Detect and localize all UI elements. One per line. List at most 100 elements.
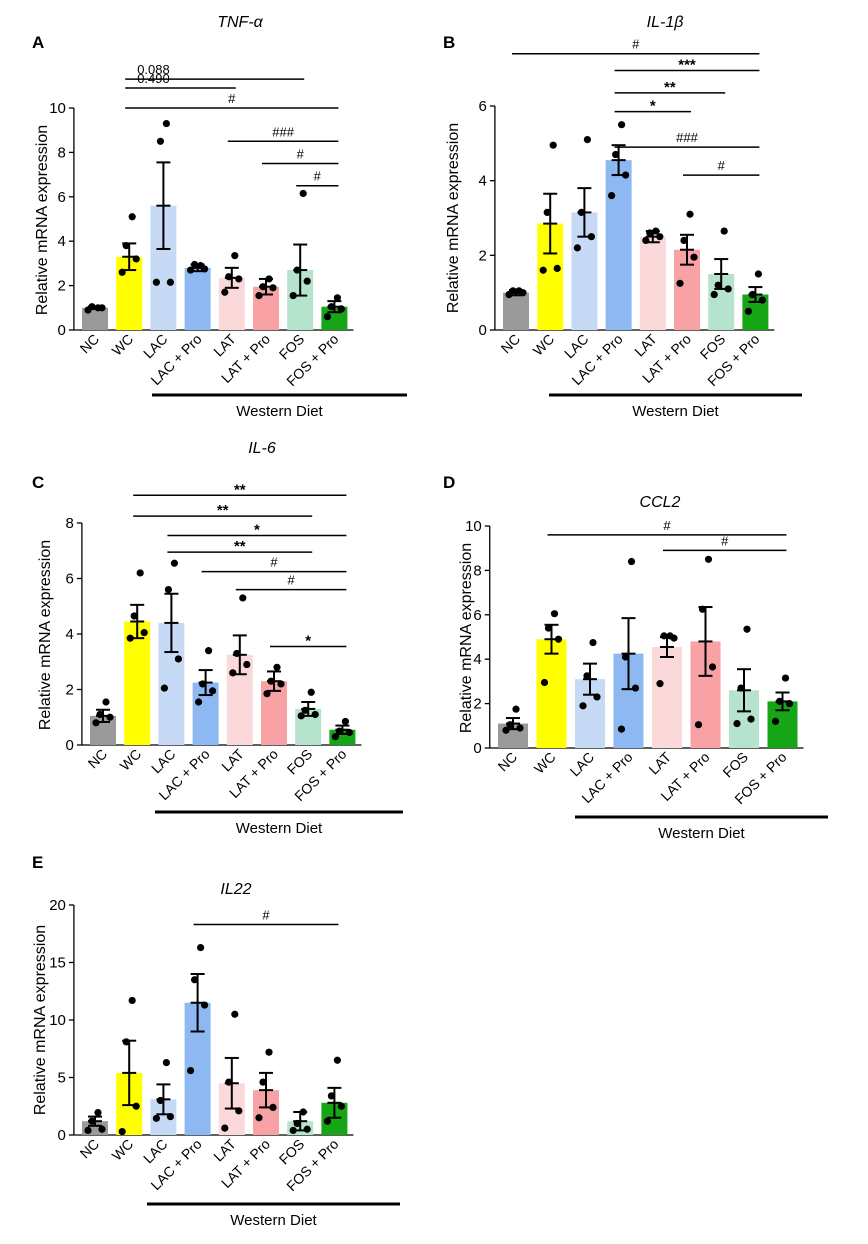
data-point xyxy=(231,1010,239,1018)
data-point xyxy=(754,270,763,278)
data-point xyxy=(94,304,102,312)
significance-label: * xyxy=(254,521,260,538)
data-point xyxy=(593,693,601,701)
data-point xyxy=(327,303,335,311)
data-point xyxy=(583,136,592,144)
y-tick-label: 4 xyxy=(479,173,487,190)
data-point xyxy=(642,236,650,244)
data-point xyxy=(307,688,315,696)
data-point xyxy=(96,710,104,719)
panel-title: IL-1β xyxy=(647,14,684,31)
data-point xyxy=(617,725,626,733)
data-point xyxy=(259,1078,267,1086)
y-tick-label: 8 xyxy=(58,144,66,161)
data-point xyxy=(130,612,138,620)
data-point xyxy=(221,1124,229,1132)
data-point xyxy=(243,660,251,669)
y-tick-label: 6 xyxy=(473,607,481,624)
panel-letter: B xyxy=(443,33,455,52)
data-point xyxy=(554,635,563,643)
data-point xyxy=(92,719,100,727)
data-point xyxy=(608,192,616,200)
data-point xyxy=(201,1001,209,1009)
data-point xyxy=(333,294,341,302)
y-tick-label: 15 xyxy=(49,955,66,972)
data-point xyxy=(255,291,263,300)
panel-letter: A xyxy=(32,33,44,52)
data-point xyxy=(656,233,664,241)
data-point xyxy=(331,733,339,741)
y-tick-label: 2 xyxy=(479,247,487,264)
data-point xyxy=(140,629,148,637)
data-point xyxy=(589,638,597,647)
data-point xyxy=(631,684,640,692)
x-tick-label: NC xyxy=(76,1136,102,1162)
significance-label: ** xyxy=(664,79,676,96)
data-point xyxy=(621,653,630,661)
data-point xyxy=(263,690,271,698)
data-point xyxy=(235,275,243,283)
data-point xyxy=(170,559,178,567)
bar-lac-pro xyxy=(605,160,632,330)
data-point xyxy=(544,624,553,632)
y-tick-label: 6 xyxy=(58,189,66,206)
data-point xyxy=(550,610,559,618)
y-tick-label: 10 xyxy=(49,100,66,117)
data-point xyxy=(299,189,307,198)
data-point xyxy=(509,287,517,295)
data-point xyxy=(323,313,331,321)
data-point xyxy=(512,705,520,713)
data-point xyxy=(231,252,239,260)
data-point xyxy=(164,586,172,594)
data-point xyxy=(747,715,755,723)
data-point xyxy=(166,1113,174,1121)
data-point xyxy=(88,303,96,311)
y-tick-label: 5 xyxy=(58,1070,66,1087)
y-tick-label: 0 xyxy=(58,1127,66,1144)
significance-label: *** xyxy=(678,57,696,74)
y-tick-label: 2 xyxy=(58,278,66,295)
x-tick-label: WC xyxy=(530,331,558,359)
data-point xyxy=(502,726,510,734)
y-tick-label: 8 xyxy=(473,562,481,579)
x-tick-label: LAT xyxy=(631,330,660,359)
data-point xyxy=(267,677,275,685)
bar-nc xyxy=(503,292,529,330)
data-point xyxy=(102,698,110,706)
data-point xyxy=(656,680,664,688)
y-axis-label: Relative mRNA expression xyxy=(37,540,54,730)
data-point xyxy=(708,663,717,671)
bar-lat xyxy=(639,236,666,330)
data-point xyxy=(269,284,277,292)
data-point xyxy=(506,721,514,729)
significance-label: # xyxy=(270,555,278,570)
data-point xyxy=(269,1103,277,1111)
data-point xyxy=(540,678,549,687)
data-point xyxy=(187,1067,195,1075)
data-point xyxy=(652,227,660,235)
data-point xyxy=(337,305,345,313)
panel-title: TNF-α xyxy=(217,14,263,31)
bar-wc xyxy=(124,621,151,745)
data-point xyxy=(197,943,205,952)
data-point xyxy=(618,121,626,129)
group-label: Western Diet xyxy=(632,403,719,420)
y-tick-label: 6 xyxy=(66,571,74,588)
x-tick-label: WC xyxy=(109,331,137,359)
data-point xyxy=(162,119,170,128)
data-point xyxy=(106,713,114,721)
data-point xyxy=(666,632,674,640)
data-point xyxy=(577,208,586,216)
x-tick-label: LAT xyxy=(645,748,674,777)
data-point xyxy=(191,976,199,984)
data-point xyxy=(744,307,753,315)
data-point xyxy=(612,150,620,159)
significance-label: ** xyxy=(234,481,246,498)
data-point xyxy=(160,684,168,692)
data-point xyxy=(88,1117,96,1125)
significance-label: ### xyxy=(272,124,294,139)
data-point xyxy=(289,1126,297,1134)
group-label: Western Diet xyxy=(230,1212,317,1229)
